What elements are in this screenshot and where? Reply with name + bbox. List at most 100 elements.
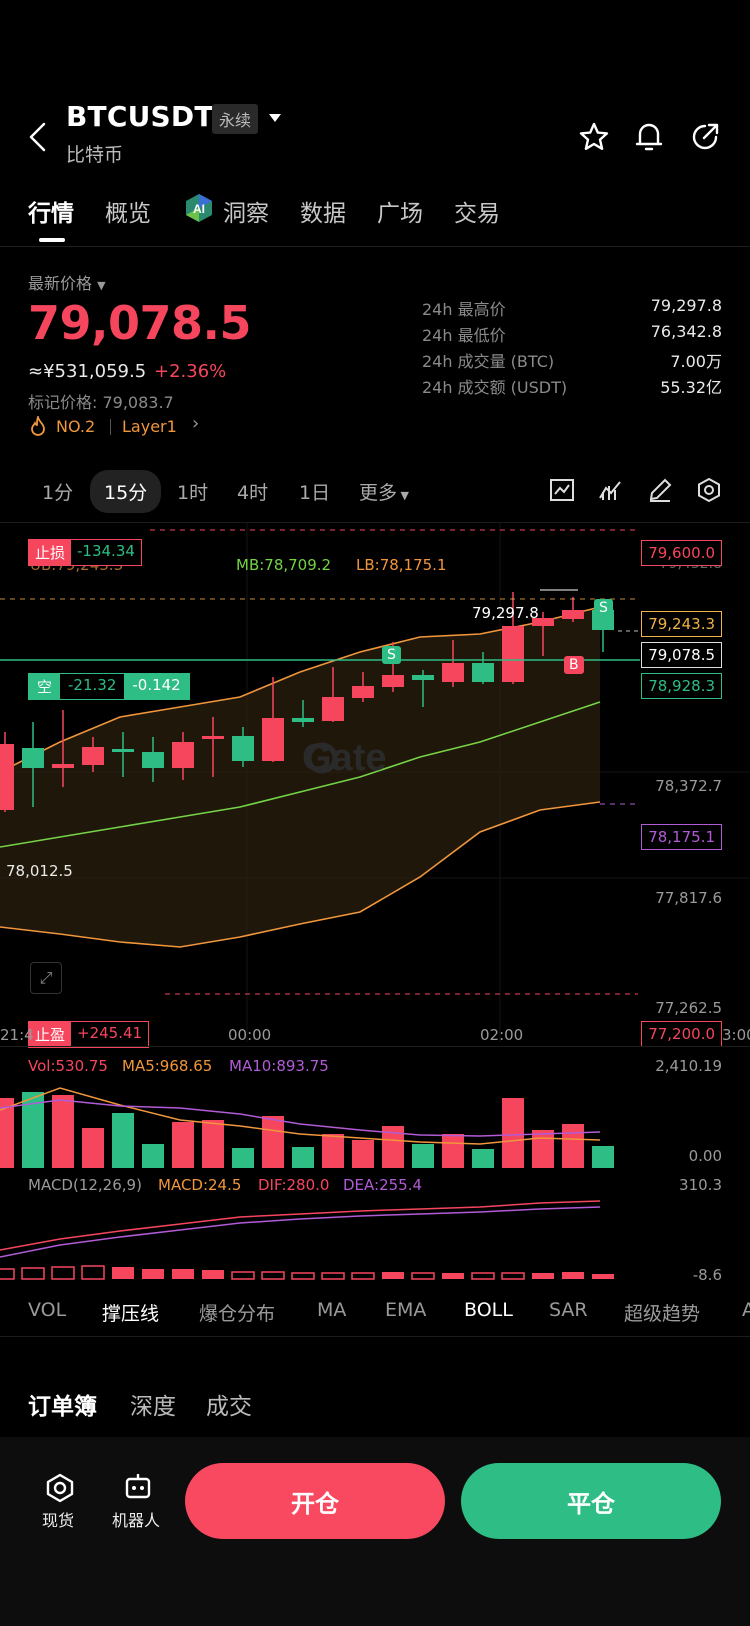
stat-value: 7.00万 (670, 352, 722, 371)
sector-tag[interactable]: Layer1 (122, 417, 177, 436)
chevron-right-icon[interactable]: › (192, 413, 200, 434)
active-tab-indicator (39, 238, 65, 242)
settings-icon[interactable] (696, 477, 722, 503)
stat-value: 79,297.8 (650, 296, 722, 315)
indicator-vol[interactable]: VOL (28, 1299, 67, 1321)
divider (110, 419, 111, 435)
time-label: 3:00 (722, 1026, 750, 1044)
boll-lb-price: 78,175.1 (641, 824, 722, 850)
tab-trades[interactable]: 成交 (206, 1394, 252, 1420)
expand-icon[interactable]: ⤢ (30, 962, 62, 994)
time-label: 02:00 (480, 1026, 524, 1044)
boll-ub-price: 79,243.3 (641, 611, 722, 637)
vol-legend: Vol:530.75 (28, 1057, 108, 1075)
timeframe-1d[interactable]: 1日 (299, 482, 331, 504)
stat-label: 24h 成交量 (BTC) (422, 352, 555, 371)
mark-price: 标记价格: 79,083.7 (28, 393, 174, 412)
stop-loss-price: 79,600.0 (641, 540, 722, 566)
macd-max-label: 310.3 (679, 1176, 722, 1194)
axis-price-label: 77,262.5 (655, 999, 722, 1017)
vol-max-label: 2,410.19 (655, 1057, 722, 1075)
back-icon[interactable] (26, 120, 50, 154)
tab-trade[interactable]: 交易 (454, 201, 500, 227)
stat-value: 76,342.8 (650, 322, 722, 341)
last-price: 79,078.5 (28, 296, 252, 350)
close-position-button[interactable]: 平仓 (461, 1463, 721, 1539)
star-icon[interactable] (578, 121, 610, 153)
macd-dif: DIF:280.0 (258, 1176, 330, 1194)
tab-insight[interactable]: 洞察 (223, 201, 269, 227)
divider (0, 246, 750, 247)
candles (0, 592, 614, 812)
timeframe-1m[interactable]: 1分 (42, 482, 74, 504)
low-marker: 78,012.5 (6, 862, 73, 880)
boll-legend-lb: LB:78,175.1 (356, 556, 447, 574)
time-label: 21:4 (0, 1026, 34, 1044)
boll-legend-mb: MB:78,709.2 (236, 556, 332, 574)
take-profit-price: 77,200.0 (641, 1021, 722, 1047)
volume-chart (0, 1087, 614, 1168)
rank-badge: NO.2 (56, 417, 96, 436)
tab-depth[interactable]: 深度 (130, 1394, 176, 1420)
boll-upper-line (0, 606, 601, 773)
price-change: +2.36% (154, 361, 227, 382)
macd-value: MACD:24.5 (158, 1176, 242, 1194)
spot-icon[interactable] (44, 1472, 76, 1504)
caret-down-icon[interactable] (268, 113, 282, 123)
stat-label: 24h 最低价 (422, 326, 506, 345)
take-profit-tag[interactable]: 止盈 +245.41 (28, 1021, 150, 1048)
macd-chart (0, 1200, 614, 1280)
divider (0, 522, 750, 523)
axis-price-label: 77,817.6 (655, 889, 722, 907)
indicator-sar[interactable]: SAR (549, 1299, 588, 1321)
indicator-icon[interactable] (597, 478, 623, 502)
indicator-ma[interactable]: MA (317, 1299, 347, 1321)
robot-icon[interactable] (122, 1471, 154, 1503)
divider (0, 1336, 750, 1337)
position-tag[interactable]: 空 -21.32 -0.142 (28, 673, 190, 700)
tab-orderbook[interactable]: 订单簿 (28, 1394, 97, 1420)
bell-icon[interactable] (634, 120, 664, 154)
open-position-button[interactable]: 开仓 (185, 1463, 445, 1539)
stat-label: 24h 成交额 (USDT) (422, 378, 568, 397)
share-icon[interactable] (690, 122, 720, 152)
ai-logo-icon: AI (186, 194, 212, 222)
indicator-boll[interactable]: BOLL (464, 1299, 513, 1321)
tab-overview[interactable]: 概览 (105, 201, 151, 227)
indicator-support-resistance[interactable]: 撑压线 (102, 1303, 160, 1325)
axis-price-label: 78,372.7 (655, 777, 722, 795)
timeframe-4h[interactable]: 4时 (237, 482, 269, 504)
indicator-more[interactable]: A (742, 1299, 750, 1321)
position-price: 78,928.3 (641, 673, 722, 699)
spot-label[interactable]: 现货 (42, 1511, 75, 1530)
sell-marker: S (594, 599, 613, 617)
tab-market[interactable]: 行情 (28, 201, 74, 227)
tab-data[interactable]: 数据 (300, 201, 346, 227)
svg-text:AI: AI (193, 202, 205, 216)
cny-price: ≈¥531,059.5 (28, 361, 147, 382)
watermark: Gate (302, 737, 386, 779)
vol-zero-label: 0.00 (688, 1147, 722, 1165)
indicator-supertrend[interactable]: 超级趋势 (624, 1303, 701, 1325)
divider (0, 1046, 750, 1047)
pencil-icon[interactable] (647, 477, 673, 503)
time-label: 00:00 (228, 1026, 272, 1044)
robot-label[interactable]: 机器人 (112, 1511, 161, 1530)
chart-type-icon[interactable] (549, 478, 575, 502)
fire-icon (31, 416, 45, 436)
latest-price-label[interactable]: 最新价格 ▼ (28, 274, 106, 293)
stop-loss-tag[interactable]: 止损 -134.34 (28, 539, 142, 566)
timeframe-more[interactable]: 更多 ▼ (359, 482, 409, 504)
contract-type-badge: 永续 (212, 104, 259, 134)
timeframe-15m[interactable]: 15分 (90, 470, 162, 513)
indicator-liquidation[interactable]: 爆仓分布 (199, 1303, 276, 1325)
symbol-title[interactable]: BTCUSDT (66, 100, 214, 133)
candlestick-chart[interactable]: Gate (0, 522, 750, 1042)
sell-marker: S (382, 646, 401, 664)
tab-square[interactable]: 广场 (377, 201, 423, 227)
timeframe-1h[interactable]: 1时 (177, 482, 209, 504)
indicator-ema[interactable]: EMA (385, 1299, 427, 1321)
last-price-tag: 79,078.5 (641, 642, 722, 668)
top-price-label: 79,432.8 (660, 566, 722, 572)
stat-value: 55.32亿 (660, 378, 722, 397)
